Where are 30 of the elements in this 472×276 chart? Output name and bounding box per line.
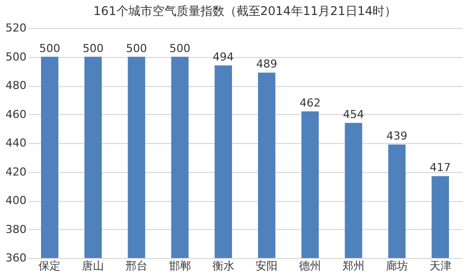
data-label: 454 [343,108,364,121]
x-tick-label: 天津 [429,260,452,272]
chart-title: 161个城市空气质量指数（截至2014年11月21日14时） [93,4,397,18]
data-label: 494 [212,50,234,64]
data-label: 500 [39,42,60,55]
x-tick-label: 邯郸 [168,260,191,272]
y-tick-label: 440 [6,136,26,150]
data-label: 500 [82,42,104,55]
x-tick-label: 邢台 [126,260,148,272]
y-tick-label: 520 [6,22,26,34]
x-tick-label: 郑州 [342,260,364,272]
y-tick-label: 500 [6,50,26,64]
x-tick-label: 安阳 [256,260,278,272]
y-tick-label: 460 [6,108,26,121]
data-label: 439 [386,129,408,142]
data-label: 489 [256,58,278,71]
data-label: 500 [169,42,190,55]
data-label: 417 [430,161,451,174]
y-tick-label: 400 [6,194,26,207]
x-tick-label: 保定 [38,260,61,272]
x-tick-label: 唐山 [82,260,104,272]
y-tick-label: 380 [6,222,26,236]
y-tick-label: 420 [6,165,26,178]
x-tick-label: 德州 [299,260,322,272]
y-tick-label: 360 [6,252,26,264]
x-tick-label: 廊坊 [386,260,408,272]
y-tick-label: 480 [6,79,26,92]
x-tick-label: 衡水 [212,260,234,272]
data-label: 500 [126,42,147,55]
data-label: 462 [300,96,321,110]
